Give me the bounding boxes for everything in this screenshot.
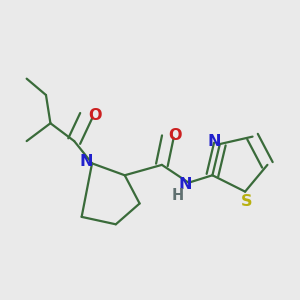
- Text: N: N: [80, 154, 93, 169]
- Text: S: S: [241, 194, 252, 208]
- Text: O: O: [169, 128, 182, 142]
- Text: H: H: [172, 188, 184, 203]
- Text: N: N: [179, 177, 192, 192]
- Text: O: O: [88, 108, 102, 123]
- Text: N: N: [208, 134, 221, 148]
